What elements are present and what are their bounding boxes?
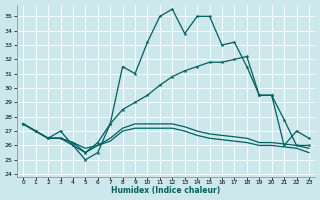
X-axis label: Humidex (Indice chaleur): Humidex (Indice chaleur) xyxy=(111,186,221,195)
